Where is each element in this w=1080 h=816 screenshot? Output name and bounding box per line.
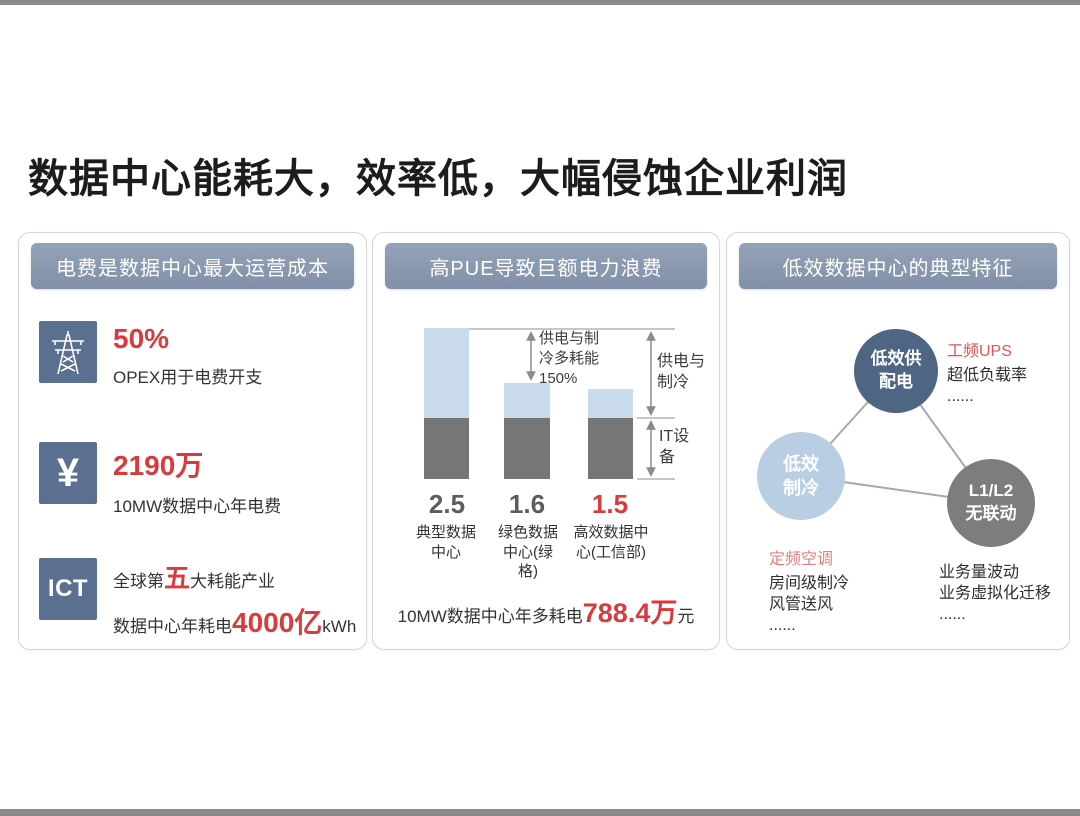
annual-fee-desc: 10MW数据中心年电费 <box>113 497 282 516</box>
panel-pue-waste: 高PUE导致巨额电力浪费 供电与制 冷多耗能 150% 供电与 <box>372 232 720 650</box>
ict-line1-pre: 全球第 <box>113 572 164 591</box>
pue-value-typical: 2.5 <box>428 489 466 519</box>
ict-line1-em: 五 <box>164 563 191 593</box>
note-business-linkage: 业务量波动 业务虚拟化迁移 ...... <box>939 559 1051 625</box>
pue-stacked-bar-chart <box>424 328 675 480</box>
ict-icon: ICT <box>39 558 97 620</box>
note-cooling: 定频空调 房间级制冷 风管送风 ...... <box>769 549 849 636</box>
pue-value-green: 1.6 <box>508 489 546 519</box>
chart-footer-pre: 10MW数据中心年多耗电 <box>397 607 583 626</box>
cost-item-text: 50% OPEX用于电费开支 <box>113 321 262 388</box>
yuan-icon: ¥ <box>39 442 97 504</box>
label-power-cooling: 供电与 制冷 <box>657 353 706 392</box>
note-cooling-highlight: 定频空调 <box>769 551 834 568</box>
cost-item-annual-fee: ¥ 2190万 10MW数据中心年电费 <box>39 442 358 517</box>
ict-line1-post: 大耗能产业 <box>190 572 276 591</box>
note-ups-highlight: 工频UPS <box>947 343 1012 360</box>
ict-line2: 数据中心年耗电4000亿kWh <box>113 601 356 641</box>
slide-title: 数据中心能耗大，效率低，大幅侵蚀企业利润 <box>28 157 848 201</box>
bar-label-efficient: 高效数据中 心(工信部) <box>573 524 649 561</box>
panel-electricity-cost-header: 电费是数据中心最大运营成本 <box>31 243 354 289</box>
note-ups-body: 超低负载率 ...... <box>947 367 1028 406</box>
chart-footer: 10MW数据中心年多耗电788.4万元 <box>373 591 719 630</box>
panel-electricity-cost: 电费是数据中心最大运营成本 50% OPEX用于电费开支 ¥ <box>18 232 367 650</box>
cost-item-opex: 50% OPEX用于电费开支 <box>39 321 358 388</box>
circle-no-l1-l2-linkage: L1/L2 无联动 <box>947 459 1035 547</box>
note-business-body: 业务量波动 业务虚拟化迁移 ...... <box>939 564 1052 624</box>
circle-inefficient-power-distribution: 低效供 配电 <box>854 329 938 413</box>
note-ups: 工频UPS 超低负载率 ...... <box>947 341 1027 407</box>
chart-annotation-extra-energy: 供电与制 冷多耗能 150% <box>539 330 600 387</box>
note-cooling-body: 房间级制冷 风管送风 ...... <box>769 575 850 635</box>
opex-desc: OPEX用于电费开支 <box>113 368 263 387</box>
cost-item-ict: ICT 全球第五大耗能产业 数据中心年耗电4000亿kWh <box>39 558 358 641</box>
ict-line2-post: kWh <box>322 617 357 636</box>
ict-lines: 全球第五大耗能产业 数据中心年耗电4000亿kWh <box>113 558 356 641</box>
pue-value-efficient: 1.5 <box>591 489 629 519</box>
panel-pue-waste-header: 高PUE导致巨额电力浪费 <box>385 243 707 289</box>
top-border-bar <box>0 0 1080 5</box>
ict-line2-pre: 数据中心年耗电 <box>113 617 232 636</box>
cost-item-text: 2190万 10MW数据中心年电费 <box>113 442 281 517</box>
bar-label-green: 绿色数据 中心(绿 格) <box>497 524 558 580</box>
power-tower-icon <box>39 321 97 383</box>
bar-label-typical: 典型数据 中心 <box>415 524 476 561</box>
chart-footer-post: 元 <box>677 607 695 626</box>
ict-line1: 全球第五大耗能产业 <box>113 558 356 595</box>
chart-footer-em: 788.4万 <box>582 598 678 628</box>
bottom-border-bar <box>0 809 1080 816</box>
label-it-equipment: IT设 备 <box>659 428 690 467</box>
opex-percent-value: 50% <box>113 323 170 354</box>
annual-fee-value: 2190万 <box>113 450 204 481</box>
panel-inefficiency-features-header: 低效数据中心的典型特征 <box>739 243 1057 289</box>
circle-inefficient-cooling: 低效 制冷 <box>757 432 845 520</box>
ict-line2-em: 4000亿 <box>232 607 323 638</box>
panel-inefficiency-features: 低效数据中心的典型特征 低效供 配电 低效 制冷 L1/L2 无联动 工频UPS… <box>726 232 1070 650</box>
